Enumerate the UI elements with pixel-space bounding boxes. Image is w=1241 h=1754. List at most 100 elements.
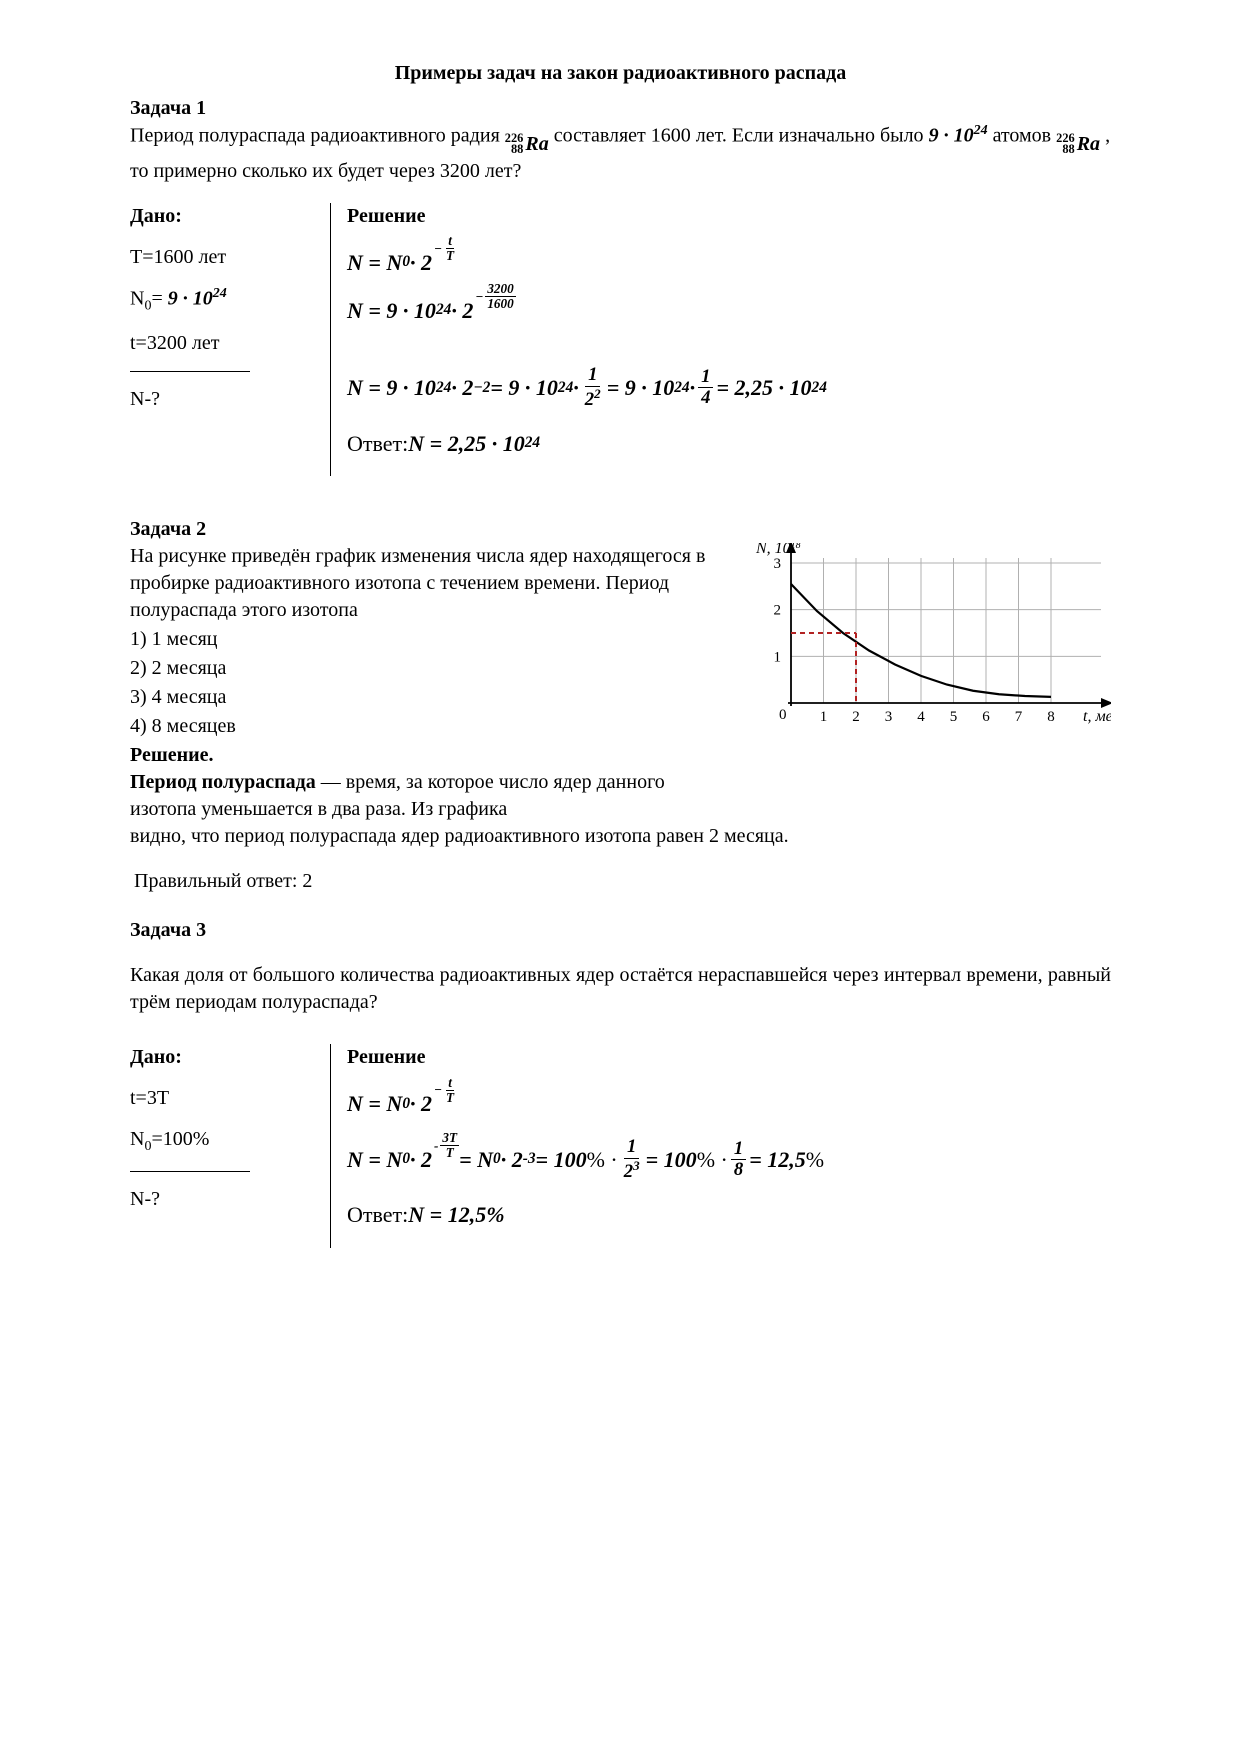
p2-answer: Правильный ответ: 2: [134, 868, 1111, 895]
p3e2-pn: 3T: [440, 1131, 459, 1146]
problem-3-heading: Задача 3: [130, 917, 1111, 944]
problem-2-text: На рисунке приведён график изменения чис…: [130, 543, 731, 823]
p3-gn-rest: =100%: [151, 1128, 209, 1150]
p1-given-T: T=1600 лет: [130, 244, 330, 271]
p1e2-e: 24: [436, 300, 451, 321]
p1-given-t: t=3200 лет: [130, 330, 330, 357]
p1e3-eq3: = 2,25 · 10: [716, 373, 811, 403]
p2-def-bold: Период полураспада: [130, 771, 316, 793]
p3-ans-lbl: Ответ:: [347, 1200, 408, 1230]
p2-options: 1) 1 месяц 2) 2 месяца 3) 4 месяца 4) 8 …: [130, 626, 731, 740]
p3e2-b2: · 2: [501, 1145, 523, 1175]
given-divider-1: [130, 371, 250, 372]
svg-text:0: 0: [779, 707, 787, 723]
p3-eq-2: N = N0 · 2 - 3T T = N0 · 2-3 = 100% · 1 …: [347, 1137, 1111, 1182]
p1e3-ae: 24: [436, 378, 451, 399]
p1e3-eq2: = 9 · 10: [607, 373, 675, 403]
p1-ans-lbl: Ответ:: [347, 429, 408, 459]
problem-3-given: Дано: t=3T N0=100% N-?: [130, 1044, 330, 1248]
p3-answer: Ответ: N = 12,5%: [347, 1200, 1111, 1230]
p2-para-cont: видно, что период полураспада ядер радио…: [130, 823, 1111, 850]
p1e2-m: · 2: [451, 296, 473, 326]
given-divider-3: [130, 1171, 250, 1172]
svg-text:2: 2: [774, 603, 782, 619]
p2-def-line: Период полураспада — время, за которое ч…: [130, 769, 731, 823]
p3-ans-f: N = 12,5%: [408, 1200, 504, 1230]
p1-text-mid: атомов: [993, 125, 1052, 147]
p1-text-1: Период полураспада радиоактивного радия: [130, 125, 505, 147]
p3-given-t: t=3T: [130, 1085, 330, 1112]
p3e1-s: 0: [402, 1094, 410, 1115]
p3e2-e: = 12,5: [749, 1145, 806, 1175]
p1e3-a: N = 9 · 10: [347, 373, 436, 403]
p2-opt-1: 1) 1 месяц: [130, 626, 731, 653]
p1-n0-base: 9 · 10: [929, 125, 974, 147]
p1e1-pn: t: [446, 234, 454, 249]
p3e2-a: N = N: [347, 1145, 402, 1175]
given-heading-3: Дано:: [130, 1044, 330, 1071]
p2-reshenie: Решение.: [130, 742, 731, 769]
p1-given-find: N-?: [130, 386, 330, 413]
p1-given-N0: N0= 9 · 1024: [130, 285, 330, 317]
decay-chart-svg: 123123456780N, 1018t, мес.: [751, 543, 1111, 743]
svg-text:6: 6: [982, 709, 990, 725]
p3e2-fd1b: 2: [624, 1161, 633, 1182]
p2-opt-2: 2) 2 месяца: [130, 655, 731, 682]
problem-2-heading: Задача 2: [130, 516, 1111, 543]
p3e2-fd1e: 3: [633, 1158, 640, 1173]
problem-1-solution: Решение N = N0 · 2 − t T N = 9 · 1024 · …: [330, 203, 1111, 476]
p1e3-md2: ·: [573, 373, 579, 403]
solution-heading-1: Решение: [347, 203, 1111, 230]
p1e2-pn: 3200: [485, 282, 515, 297]
svg-text:7: 7: [1015, 709, 1023, 725]
p3e1-pd: T: [444, 1091, 456, 1105]
p3e2-p3: %: [806, 1145, 824, 1175]
p1e3-a2: · 2: [451, 373, 473, 403]
p3e2-fn2: 1: [731, 1139, 746, 1161]
p1e3-be: 24: [558, 378, 573, 399]
p1e3-eq1: = 9 · 10: [490, 373, 558, 403]
isotope-ra-1: 226 88 Ra: [505, 131, 549, 158]
p3e2-c: = 100: [536, 1145, 587, 1175]
p3e1-pn: t: [446, 1076, 454, 1091]
p1-text-2: составляет 1600 лет. Если изначально был…: [554, 125, 929, 147]
p3e2-bs: 0: [493, 1149, 501, 1170]
p3e2-p1: % ·: [587, 1145, 618, 1175]
p1e1-s: 0: [402, 252, 410, 273]
p3e1-a: N = N: [347, 1089, 402, 1119]
problem-1-given: Дано: T=1600 лет N0= 9 · 1024 t=3200 лет…: [130, 203, 330, 476]
p1-gn-exp: 24: [213, 286, 227, 301]
p1-answer: Ответ: N = 2,25 · 1024: [347, 429, 1111, 459]
p2-opt-4: 4) 8 месяцев: [130, 713, 731, 740]
svg-text:3: 3: [774, 556, 782, 572]
p1e3-fd2: 4: [698, 388, 713, 409]
svg-text:3: 3: [885, 709, 893, 725]
problem-3-statement: Какая доля от большого количества радиоа…: [130, 962, 1111, 1016]
page-title: Примеры задач на закон радиоактивного ра…: [130, 60, 1111, 87]
p3-given-find: N-?: [130, 1186, 330, 1213]
problem-1-heading: Задача 1: [130, 95, 1111, 122]
p2-opt-3: 3) 4 месяца: [130, 684, 731, 711]
problem-1-panel: Дано: T=1600 лет N0= 9 · 1024 t=3200 лет…: [130, 203, 1111, 476]
p1e3-md3: ·: [690, 373, 696, 403]
problem-2-body: На рисунке приведён график изменения чис…: [130, 543, 1111, 823]
p2-para1: На рисунке приведён график изменения чис…: [130, 543, 731, 624]
iso-z-2: 88: [1062, 144, 1074, 156]
p1-eq-2: N = 9 · 1024 · 2 − 3200 1600: [347, 296, 1111, 326]
p1e3-fd1b: 2: [585, 389, 594, 410]
p1e1-a: N = N: [347, 248, 402, 278]
p1-n0-exp: 24: [974, 123, 988, 138]
svg-text:2: 2: [852, 709, 860, 725]
p3e2-pd: T: [444, 1146, 456, 1160]
p1-ans-e: 24: [525, 433, 540, 454]
svg-text:N, 1018: N, 1018: [755, 543, 801, 557]
p1e3-ce: 24: [674, 378, 689, 399]
p1-gn-eq: =: [151, 288, 167, 310]
p3e2-p2: % ·: [697, 1145, 728, 1175]
svg-text:1: 1: [820, 709, 828, 725]
p3e2-d: = 100: [646, 1145, 697, 1175]
svg-text:4: 4: [917, 709, 925, 725]
decay-chart: 123123456780N, 1018t, мес.: [751, 543, 1111, 751]
svg-text:8: 8: [1047, 709, 1055, 725]
p1-eq-3: N = 9 · 1024 · 2−2 = 9 · 1024 · 1 22 = 9…: [347, 365, 1111, 410]
